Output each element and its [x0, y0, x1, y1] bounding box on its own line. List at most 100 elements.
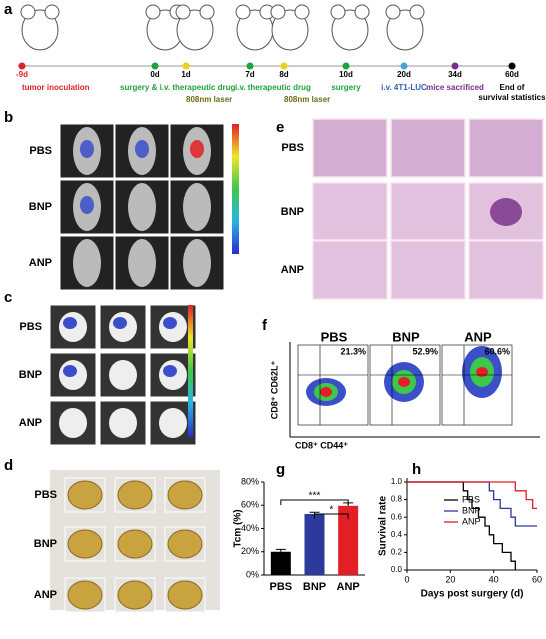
day-label: 1d — [181, 70, 190, 79]
signal — [163, 365, 177, 377]
y-tick-label: 0.8 — [391, 495, 403, 504]
row-label: ANP — [19, 417, 42, 429]
lung-image — [109, 360, 137, 390]
x-tick-label: ANP — [337, 581, 360, 593]
colorbar — [232, 124, 239, 254]
x-axis-label: Days post surgery (d) — [421, 589, 524, 600]
x-tick-label: 0 — [404, 574, 409, 584]
mouse-ear — [175, 4, 191, 20]
day-label: 0d — [150, 70, 159, 79]
y-tick-label: 40% — [241, 523, 259, 533]
bracket — [280, 499, 349, 505]
bar — [304, 513, 325, 575]
percentage: 52.9% — [412, 346, 438, 356]
event-label: i.v. therapeutic drug — [235, 83, 311, 92]
panel-label: a — [4, 1, 13, 18]
row-label: PBS — [34, 489, 57, 501]
row-label: BNP — [281, 206, 304, 218]
y-tick-label: 0.6 — [391, 512, 403, 521]
x-tick-label: PBS — [270, 581, 293, 593]
group-title: BNP — [392, 329, 420, 344]
event-label: End of — [500, 83, 525, 92]
signal — [190, 140, 204, 158]
row-label: BNP — [34, 538, 57, 550]
histology — [392, 184, 464, 240]
row-label: BNP — [19, 369, 42, 381]
lung-photo — [67, 529, 103, 559]
survival-curve — [407, 481, 516, 570]
legend-label: BNP — [462, 505, 481, 515]
y-tick-label: 0.0 — [391, 565, 403, 574]
timeline-marker — [18, 62, 26, 70]
timeline-marker — [508, 62, 516, 70]
row-label: PBS — [19, 321, 42, 333]
mouse-body — [176, 9, 214, 51]
mouse-image — [128, 239, 156, 287]
histology — [470, 242, 542, 298]
lung-photo — [117, 480, 153, 510]
mouse-body — [271, 9, 309, 51]
day-label: 34d — [448, 70, 462, 79]
row-label: ANP — [34, 589, 57, 601]
panel-label: c — [4, 289, 12, 306]
group-title: ANP — [464, 329, 492, 344]
mouse-ear — [145, 4, 161, 20]
timeline-marker — [280, 62, 288, 70]
signal — [80, 196, 94, 214]
day-label: 8d — [279, 70, 288, 79]
mouse-image — [73, 239, 101, 287]
signal — [63, 365, 77, 377]
lung-image — [59, 408, 87, 438]
lung-photo — [117, 580, 153, 610]
y-tick-label: 20% — [241, 546, 259, 556]
nodule — [490, 198, 522, 226]
histology — [392, 242, 464, 298]
lung-image — [109, 408, 137, 438]
y-tick-label: 0% — [246, 569, 259, 579]
day-label: -9d — [16, 70, 28, 79]
signal — [80, 140, 94, 158]
y-tick-label: 60% — [241, 500, 259, 510]
legend-label: ANP — [462, 516, 481, 526]
mouse-ear — [270, 4, 286, 20]
mouse-body — [331, 9, 369, 51]
mouse-body — [386, 9, 424, 51]
significance: * — [329, 505, 333, 516]
axis-label: CD8⁺ CD44⁺ — [295, 440, 348, 450]
mouse-body — [21, 9, 59, 51]
panel-labels: a b c d e f g h — [4, 1, 421, 478]
percentage: 21.3% — [340, 346, 366, 356]
histology — [470, 120, 542, 176]
mouse-ear — [20, 4, 36, 20]
mouse-ear — [44, 4, 60, 20]
timeline-marker — [182, 62, 190, 70]
lung-photo — [67, 480, 103, 510]
mouse-image — [128, 183, 156, 231]
y-axis-label: Tcm (%) — [233, 509, 244, 547]
timeline-marker — [342, 62, 350, 70]
y-tick-label: 80% — [241, 476, 259, 486]
bracket — [314, 513, 349, 519]
legend-label: PBS — [462, 494, 480, 504]
lung-photo — [67, 580, 103, 610]
timeline-marker — [400, 62, 408, 70]
day-label: 20d — [397, 70, 411, 79]
row-label: PBS — [29, 145, 52, 157]
event-label: surgery & i.v. therapeutic drug — [120, 83, 236, 92]
mouse-ear — [294, 4, 310, 20]
mouse-ear — [330, 4, 346, 20]
x-tick-label: 20 — [445, 574, 455, 584]
significance: *** — [309, 491, 321, 502]
group-title: PBS — [321, 329, 348, 344]
event-label: mice sacrificed — [426, 83, 484, 92]
row-label: ANP — [29, 257, 52, 269]
mouse-ear — [385, 4, 401, 20]
histology — [314, 120, 386, 176]
density — [320, 387, 332, 397]
axis-label: CD8⁺ CD62L⁺ — [269, 360, 279, 419]
timeline-marker — [451, 62, 459, 70]
panel-label: h — [412, 461, 421, 478]
density — [398, 377, 410, 387]
mouse-ear — [354, 4, 370, 20]
